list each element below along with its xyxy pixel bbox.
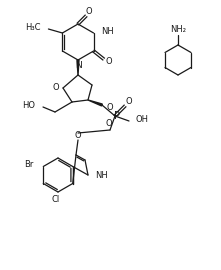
Text: OH: OH xyxy=(136,116,149,124)
Polygon shape xyxy=(77,60,79,75)
Text: NH₂: NH₂ xyxy=(170,25,186,35)
Text: O: O xyxy=(105,119,112,127)
Text: O: O xyxy=(75,130,81,140)
Text: O: O xyxy=(86,8,92,16)
Text: N: N xyxy=(75,60,81,69)
Polygon shape xyxy=(88,100,102,106)
Text: NH: NH xyxy=(95,170,108,180)
Text: Cl: Cl xyxy=(52,194,60,204)
Text: Br: Br xyxy=(24,160,33,169)
Text: NH: NH xyxy=(102,28,114,36)
Text: O: O xyxy=(105,58,112,66)
Text: O: O xyxy=(106,103,113,112)
Text: HO: HO xyxy=(22,102,35,110)
Text: O: O xyxy=(126,97,132,106)
Text: O: O xyxy=(52,83,59,92)
Text: H₃C: H₃C xyxy=(25,23,40,32)
Text: P: P xyxy=(114,111,120,121)
